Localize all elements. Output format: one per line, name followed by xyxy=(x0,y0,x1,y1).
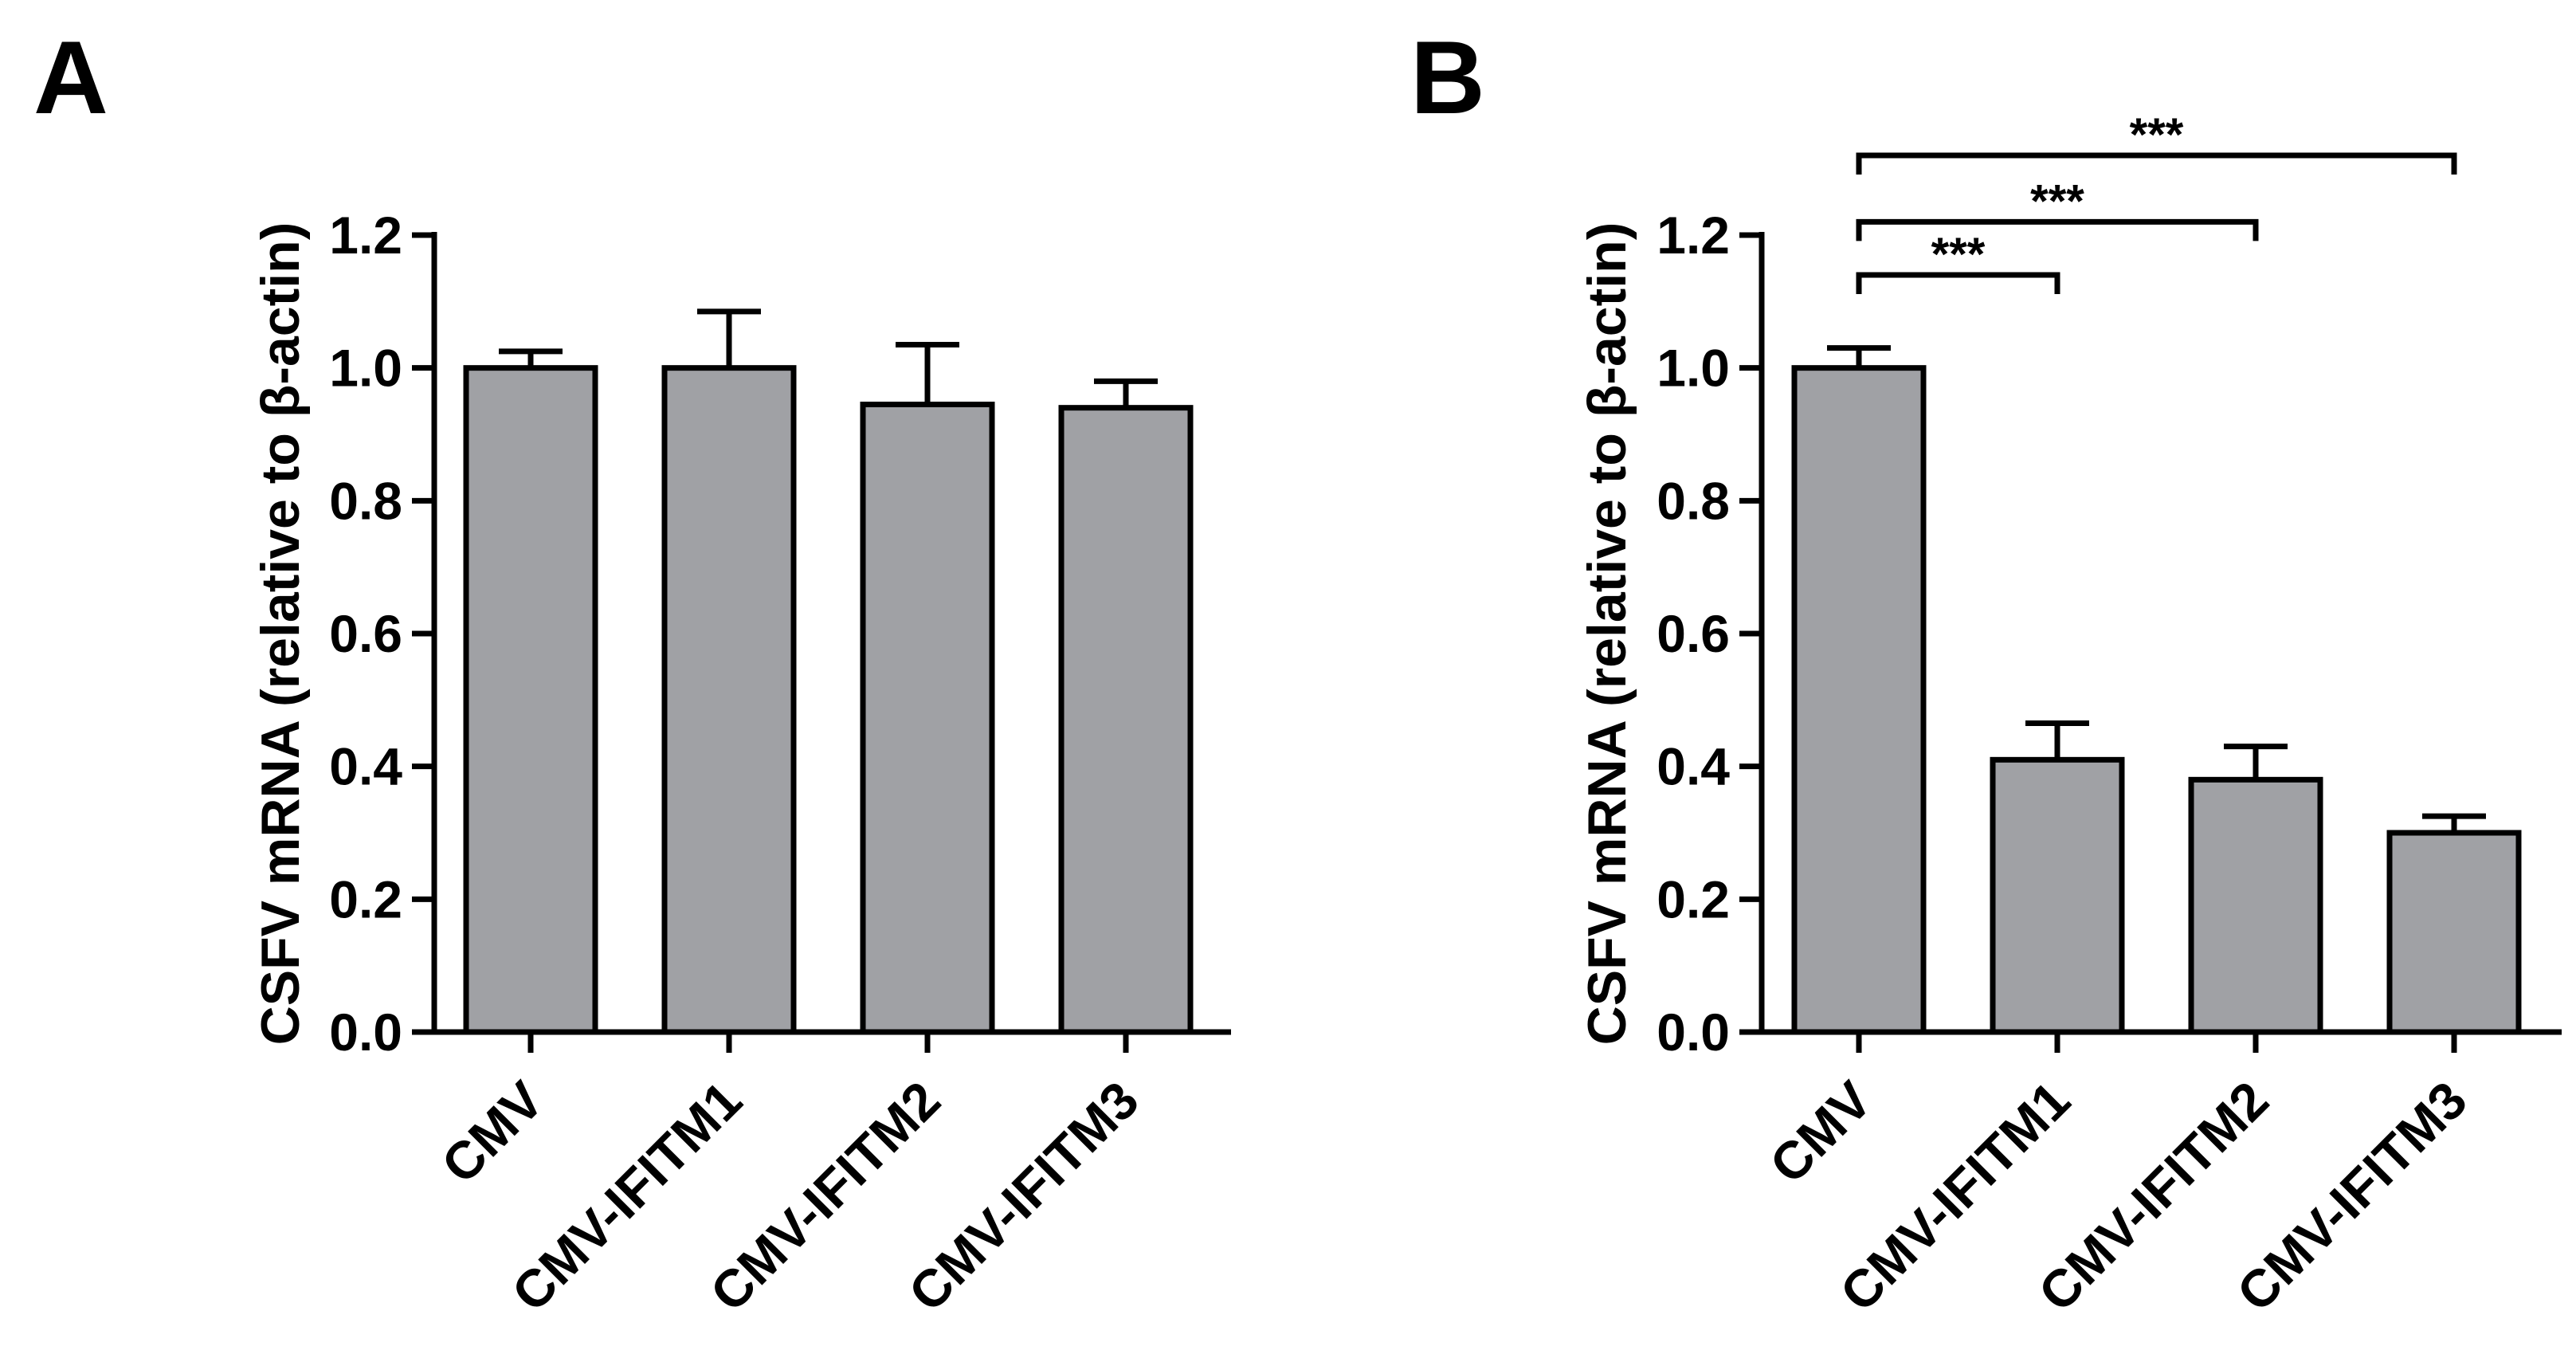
bar xyxy=(1058,405,1194,1035)
bar xyxy=(1990,756,2125,1035)
x-tick-label: CMV xyxy=(430,1070,555,1195)
significance-bracket xyxy=(1856,218,2259,241)
significance-label: *** xyxy=(1931,229,1986,281)
y-tick-label: 0.4 xyxy=(1657,737,1730,796)
y-tick-label: 0.0 xyxy=(1657,1003,1730,1062)
y-tick-label: 1.2 xyxy=(329,206,402,265)
bar xyxy=(661,365,797,1035)
panel-b-letter: B xyxy=(1410,19,1485,135)
significance-bracket xyxy=(1856,272,2060,294)
y-axis-title: CSFV mRNA (relative to β-actin) xyxy=(1577,222,1637,1046)
y-tick-label: 0.8 xyxy=(329,471,402,530)
y-tick-label: 0.0 xyxy=(329,1003,402,1062)
y-axis-title: CSFV mRNA (relative to β-actin) xyxy=(250,222,311,1046)
y-tick-label: 0.2 xyxy=(1657,869,1730,928)
y-tick-label: 0.4 xyxy=(329,737,402,796)
y-tick-label: 0.2 xyxy=(329,869,402,928)
bar xyxy=(860,402,995,1035)
panel-a-letter: A xyxy=(33,19,108,135)
bar xyxy=(1791,365,1927,1035)
bar xyxy=(2188,776,2323,1035)
significance-label: *** xyxy=(2030,175,2084,227)
y-tick-label: 1.0 xyxy=(1657,339,1730,398)
significance-bracket xyxy=(1856,152,2457,175)
y-tick-label: 0.6 xyxy=(329,604,402,663)
y-tick-label: 1.2 xyxy=(1657,206,1730,265)
chart-panel-a: 0.0 0.2 0.4 0.6 0.8 1.0 1.2 CSFV mRNA (relative… xyxy=(250,206,1231,1322)
chart-panel-b: 0.0 0.2 0.4 0.6 0.8 1.0 1.2 CSFV mRNA (relative… xyxy=(1577,109,2562,1322)
y-tick-label: 0.6 xyxy=(1657,604,1730,663)
y-tick-label: 0.8 xyxy=(1657,471,1730,530)
bar xyxy=(2386,830,2522,1035)
significance-label: *** xyxy=(2130,109,2184,161)
y-tick-label: 1.0 xyxy=(329,339,402,398)
bar xyxy=(463,365,598,1035)
x-tick-label: CMV xyxy=(1759,1070,1883,1195)
